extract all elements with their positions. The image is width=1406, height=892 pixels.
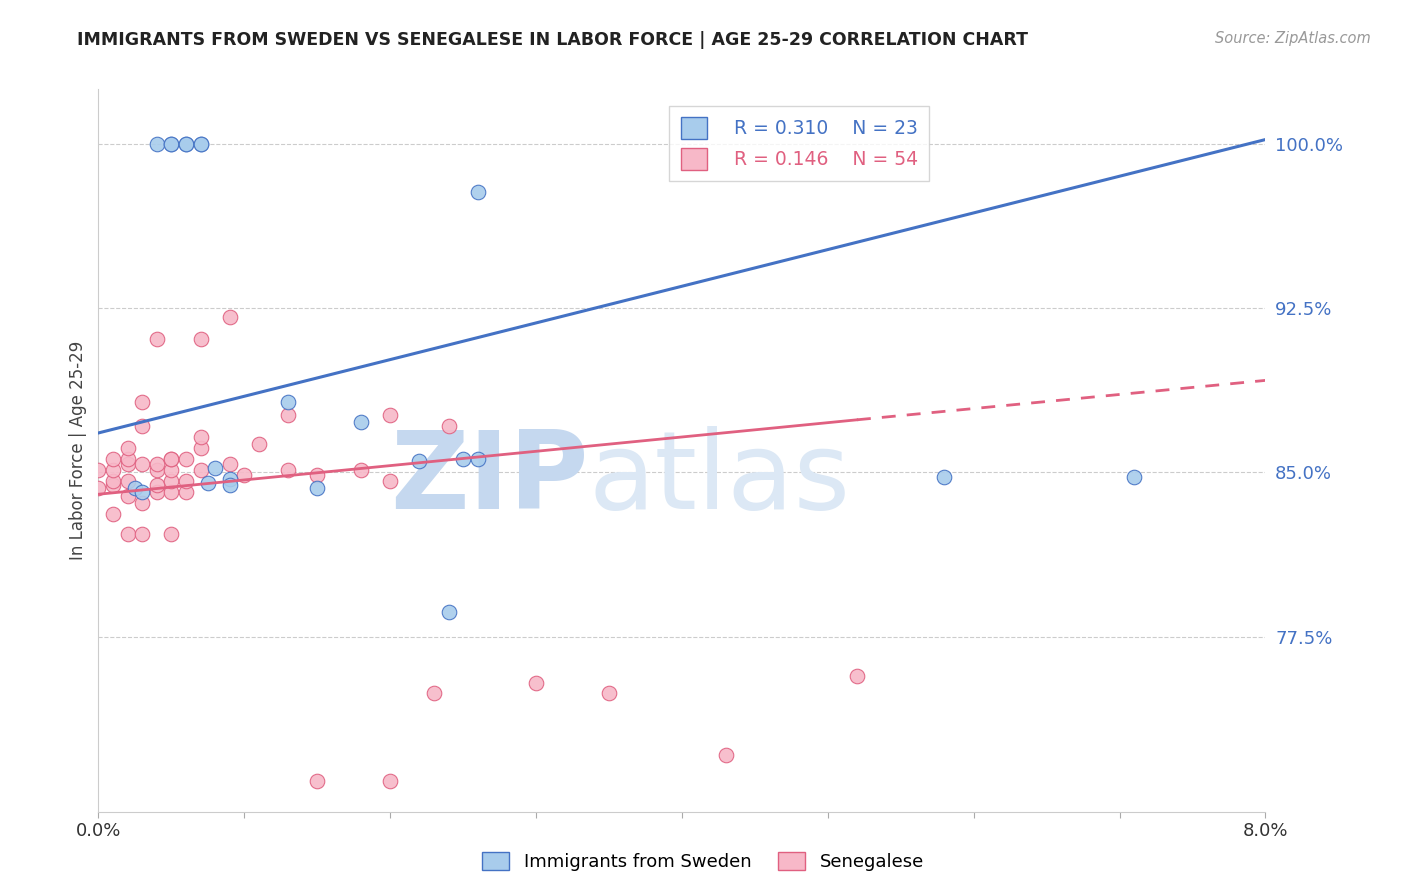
- Y-axis label: In Labor Force | Age 25-29: In Labor Force | Age 25-29: [69, 341, 87, 560]
- Point: [190, 430, 212, 444]
- Point: [380, 774, 402, 789]
- Text: Source: ZipAtlas.com: Source: ZipAtlas.com: [1215, 31, 1371, 46]
- Point: [437, 606, 460, 620]
- Point: [204, 461, 226, 475]
- Point: [174, 485, 197, 500]
- Point: [131, 496, 153, 510]
- Point: [87, 481, 110, 495]
- Point: [131, 395, 153, 409]
- Point: [117, 457, 139, 471]
- Point: [467, 185, 489, 199]
- Point: [101, 474, 124, 488]
- Point: [174, 452, 197, 467]
- Point: [190, 136, 212, 151]
- Point: [190, 332, 212, 346]
- Point: [117, 474, 139, 488]
- Point: [380, 409, 402, 423]
- Point: [131, 485, 153, 500]
- Point: [131, 457, 153, 471]
- Point: [350, 463, 373, 477]
- Point: [307, 774, 329, 789]
- Point: [174, 474, 197, 488]
- Point: [101, 463, 124, 477]
- Point: [101, 507, 124, 521]
- Point: [160, 485, 183, 500]
- Point: [160, 136, 183, 151]
- Point: [307, 481, 329, 495]
- Text: ZIP: ZIP: [389, 426, 589, 533]
- Point: [87, 463, 110, 477]
- Point: [598, 686, 620, 700]
- Point: [218, 472, 240, 486]
- Point: [101, 478, 124, 492]
- Point: [174, 136, 197, 151]
- Point: [101, 452, 124, 467]
- Point: [117, 442, 139, 456]
- Point: [714, 747, 737, 762]
- Point: [350, 415, 373, 429]
- Point: [845, 669, 868, 683]
- Point: [277, 463, 299, 477]
- Point: [197, 476, 219, 491]
- Point: [146, 332, 169, 346]
- Point: [160, 452, 183, 467]
- Point: [174, 136, 197, 151]
- Point: [934, 469, 956, 483]
- Point: [307, 467, 329, 482]
- Point: [451, 452, 474, 467]
- Point: [277, 409, 299, 423]
- Point: [190, 136, 212, 151]
- Point: [1123, 469, 1146, 483]
- Point: [160, 474, 183, 488]
- Point: [146, 485, 169, 500]
- Point: [146, 478, 169, 492]
- Point: [146, 457, 169, 471]
- Point: [131, 419, 153, 434]
- Point: [190, 463, 212, 477]
- Point: [218, 310, 240, 324]
- Point: [146, 136, 169, 151]
- Point: [190, 442, 212, 456]
- Point: [160, 463, 183, 477]
- Point: [117, 490, 139, 504]
- Point: [160, 452, 183, 467]
- Point: [124, 481, 146, 495]
- Point: [218, 457, 240, 471]
- Point: [437, 419, 460, 434]
- Point: [524, 675, 547, 690]
- Point: [247, 437, 270, 451]
- Point: [423, 686, 446, 700]
- Point: [117, 452, 139, 467]
- Point: [160, 526, 183, 541]
- Point: [117, 526, 139, 541]
- Point: [160, 136, 183, 151]
- Legend: Immigrants from Sweden, Senegalese: Immigrants from Sweden, Senegalese: [475, 845, 931, 879]
- Point: [131, 526, 153, 541]
- Text: IMMIGRANTS FROM SWEDEN VS SENEGALESE IN LABOR FORCE | AGE 25-29 CORRELATION CHAR: IMMIGRANTS FROM SWEDEN VS SENEGALESE IN …: [77, 31, 1028, 49]
- Legend:   R = 0.310    N = 23,   R = 0.146    N = 54: R = 0.310 N = 23, R = 0.146 N = 54: [669, 106, 929, 181]
- Point: [218, 478, 240, 492]
- Point: [467, 452, 489, 467]
- Point: [380, 474, 402, 488]
- Point: [277, 395, 299, 409]
- Point: [408, 454, 430, 468]
- Text: atlas: atlas: [589, 426, 851, 533]
- Point: [146, 463, 169, 477]
- Point: [233, 467, 256, 482]
